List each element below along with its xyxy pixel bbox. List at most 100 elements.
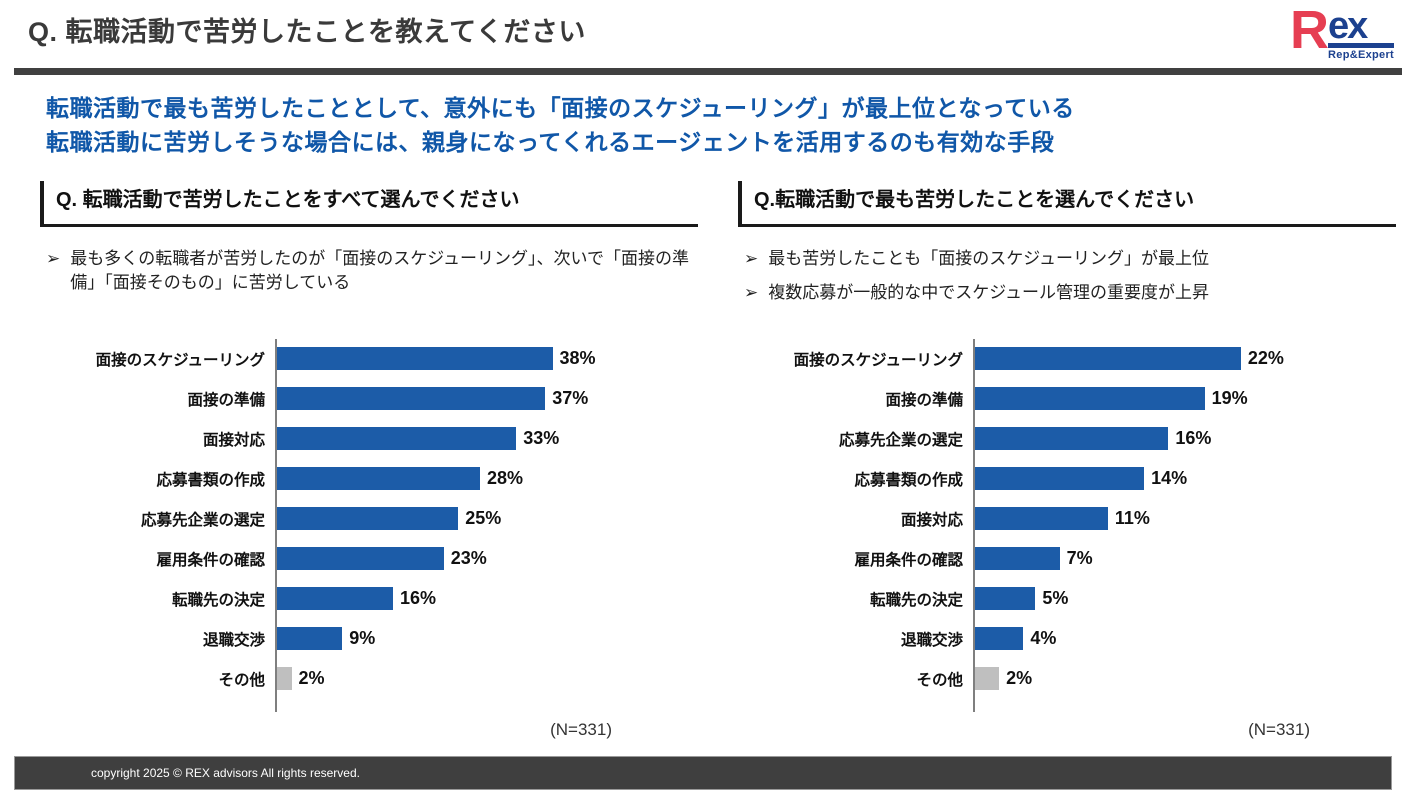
- bar-plot-area: 25%: [275, 498, 698, 539]
- panel-bullets: ➢ 最も苦労したことも「面接のスケジューリング」が最上位 ➢ 複数応募が一般的な中でス…: [744, 247, 1396, 327]
- lead-statement: 転職活動で最も苦労したこととして、意外にも「面接のスケジューリング」が最上位とな…: [46, 91, 1356, 159]
- bar-plot-area: 16%: [275, 578, 698, 619]
- bar-plot-area: 33%: [275, 418, 698, 459]
- copyright-footer: copyright 2025 © REX advisors All rights…: [14, 756, 1392, 790]
- logo-underline: [1328, 42, 1394, 48]
- bar: [975, 507, 1108, 531]
- bar: [277, 427, 517, 451]
- bar-plot-area: 22%: [973, 338, 1396, 379]
- bullet-text: 最も多くの転職者が苦労したのが「面接のスケジューリング」、次いで「面接の準備」「…: [70, 248, 690, 292]
- page-title: Q. 転職活動で苦労したことを教えてください: [28, 17, 586, 47]
- bar-plot-area: 4%: [973, 618, 1396, 659]
- bar-category-label: その他: [916, 671, 963, 689]
- bar-category-label: 雇用条件の確認: [156, 551, 265, 569]
- slide-header: Q. 転職活動で苦労したことを教えてください R ex Rep&Expert: [0, 0, 1416, 61]
- bar-category-label: 応募書類の作成: [854, 471, 963, 489]
- bar-plot-area: 38%: [275, 338, 698, 379]
- axis-line: [973, 698, 1396, 712]
- bar-value-label: 2%: [1006, 668, 1033, 689]
- chart-row: 面接のスケジューリング 22%: [738, 338, 1396, 379]
- bar-value-label: 22%: [1247, 348, 1284, 369]
- arrow-bullet-icon: ➢: [46, 248, 61, 268]
- bar-value-label: 4%: [1030, 628, 1057, 649]
- bar-plot-area: 7%: [973, 538, 1396, 579]
- bar-plot-area: 19%: [973, 378, 1396, 419]
- bar-value-label: 16%: [1175, 428, 1212, 449]
- bar-value-label: 25%: [465, 508, 502, 529]
- bar-plot-area: 5%: [973, 578, 1396, 619]
- panel-bullets: ➢ 最も多くの転職者が苦労したのが「面接のスケジューリング」、次いで「面接の準備」…: [46, 247, 698, 327]
- chart-row: 応募先企業の選定 16%: [738, 418, 1396, 459]
- bar-value-label: 16%: [400, 588, 437, 609]
- chart-row: 応募先企業の選定 25%: [40, 498, 698, 539]
- bar-value-label: 28%: [487, 468, 524, 489]
- bar-plot-area: 11%: [973, 498, 1396, 539]
- bar-chart-all-struggles: 面接のスケジューリング 38% 面接の準備 37% 面接対応 33% 応募書類の作成 28% 応…: [40, 338, 698, 712]
- logo-right-block: ex Rep&Expert: [1328, 5, 1394, 61]
- bar: [277, 667, 292, 691]
- bar: [975, 467, 1145, 491]
- bar-value-label: 5%: [1042, 588, 1069, 609]
- bar-category-label: 雇用条件の確認: [854, 551, 963, 569]
- bar: [277, 587, 393, 611]
- chart-row: 退職交渉 4%: [738, 618, 1396, 659]
- bar: [975, 627, 1024, 651]
- chart-row: 雇用条件の確認 23%: [40, 538, 698, 579]
- arrow-bullet-icon: ➢: [744, 282, 759, 302]
- bar: [277, 507, 459, 531]
- chart-row: 雇用条件の確認 7%: [738, 538, 1396, 579]
- chart-row: 転職先の決定 5%: [738, 578, 1396, 619]
- chart-row: 応募書類の作成 28%: [40, 458, 698, 499]
- sample-size-note: (N=331): [550, 719, 612, 739]
- bar-category-label: 面接対応: [202, 431, 265, 449]
- bar: [975, 347, 1241, 371]
- bar-plot-area: 2%: [973, 658, 1396, 699]
- panel-all-struggles: Q. 転職活動で苦労したことをすべて選んでください ➢ 最も多くの転職者が苦労した…: [40, 180, 698, 740]
- chart-row: その他 2%: [40, 658, 698, 699]
- bar-category-label: 転職先の決定: [171, 591, 265, 609]
- bar-category-label: その他: [218, 671, 265, 689]
- bar-value-label: 38%: [559, 348, 596, 369]
- bar-value-label: 37%: [552, 388, 589, 409]
- bullet-text: 複数応募が一般的な中でスケジュール管理の重要度が上昇: [768, 282, 1210, 302]
- chart-row: 転職先の決定 16%: [40, 578, 698, 619]
- bar-chart-most-struggled: 面接のスケジューリング 22% 面接の準備 19% 応募先企業の選定 16% 応募書類の作成…: [738, 338, 1396, 712]
- bar: [975, 587, 1036, 611]
- bar-value-label: 14%: [1151, 468, 1188, 489]
- bar-category-label: 面接の準備: [187, 391, 265, 409]
- bar: [277, 347, 553, 371]
- panel-most-struggled: Q.転職活動で最も苦労したことを選んでください ➢ 最も苦労したことも「面接のスケ…: [738, 180, 1396, 740]
- arrow-bullet-icon: ➢: [744, 248, 759, 268]
- chart-row: 応募書類の作成 14%: [738, 458, 1396, 499]
- axis-tail: [40, 698, 698, 712]
- content-columns: Q. 転職活動で苦労したことをすべて選んでください ➢ 最も多くの転職者が苦労した…: [40, 180, 1396, 740]
- bar-category-label: 面接対応: [900, 511, 963, 529]
- bar-category-label: 応募先企業の選定: [838, 431, 963, 449]
- bar-value-label: 19%: [1211, 388, 1248, 409]
- bar-category-label: 面接の準備: [885, 391, 963, 409]
- logo-letter-r: R: [1290, 0, 1329, 60]
- logo-letters-ex: ex: [1328, 5, 1368, 47]
- panel-question-header: Q.転職活動で最も苦労したことを選んでください: [738, 180, 1396, 227]
- bar-category-label: 応募書類の作成: [156, 471, 265, 489]
- bar-value-label: 7%: [1066, 548, 1093, 569]
- bar-value-label: 23%: [450, 548, 487, 569]
- bar: [975, 387, 1205, 411]
- bar: [277, 547, 444, 571]
- bullet-item: ➢ 最も苦労したことも「面接のスケジューリング」が最上位: [744, 247, 1396, 271]
- lead-line-2: 転職活動に苦労しそうな場合には、親身になってくれるエージェントを活用するのも有効…: [46, 128, 1055, 155]
- bar: [277, 467, 480, 491]
- bar: [277, 627, 343, 651]
- bar-category-label: 応募先企業の選定: [140, 511, 265, 529]
- chart-row: 退職交渉 9%: [40, 618, 698, 659]
- bar-value-label: 11%: [1114, 508, 1150, 529]
- bar-plot-area: 16%: [973, 418, 1396, 459]
- bar-category-label: 退職交渉: [202, 631, 265, 649]
- rex-logo: R ex Rep&Expert: [1290, 0, 1394, 61]
- bar-plot-area: 9%: [275, 618, 698, 659]
- bar-category-label: 転職先の決定: [869, 591, 963, 609]
- bullet-text: 最も苦労したことも「面接のスケジューリング」が最上位: [768, 248, 1210, 268]
- panel-question-header: Q. 転職活動で苦労したことをすべて選んでください: [40, 180, 698, 227]
- title-divider-rule: [14, 67, 1402, 75]
- sample-size-note: (N=331): [1248, 719, 1310, 739]
